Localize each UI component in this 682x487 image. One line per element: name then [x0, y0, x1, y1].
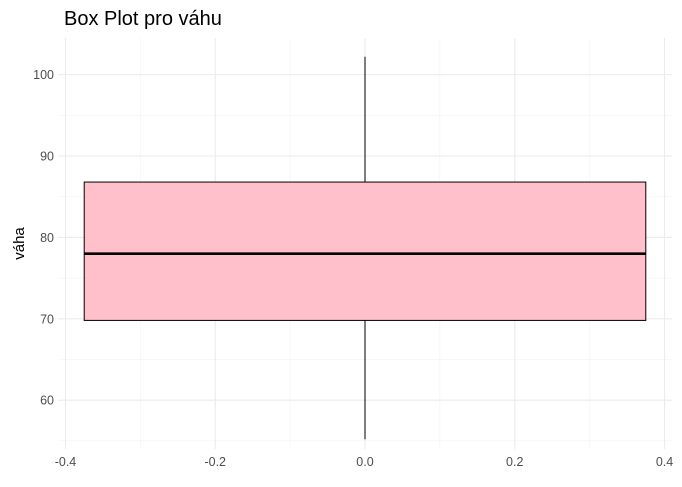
- x-tick-label: -0.4: [55, 455, 77, 469]
- box-plot: [83, 56, 647, 440]
- y-tick-label: 80: [40, 231, 54, 245]
- x-tick-label: -0.2: [204, 455, 226, 469]
- chart-title: Box Plot pro váhu: [64, 8, 222, 30]
- y-tick-label: 90: [40, 150, 54, 164]
- x-tick-label: 0.2: [506, 455, 523, 469]
- x-axis-tick-labels: -0.4 -0.2 0.0 0.2 0.4: [55, 455, 674, 469]
- y-tick-label: 70: [40, 312, 54, 326]
- y-axis-tick-labels: 60 70 80 90 100: [33, 68, 54, 408]
- y-tick-label: 60: [40, 394, 54, 408]
- y-tick-label: 100: [33, 68, 54, 82]
- x-tick-label: 0.0: [356, 455, 373, 469]
- interquartile-box: [83, 181, 647, 321]
- x-tick-label: 0.4: [656, 455, 673, 469]
- y-axis-title: váha: [11, 227, 28, 260]
